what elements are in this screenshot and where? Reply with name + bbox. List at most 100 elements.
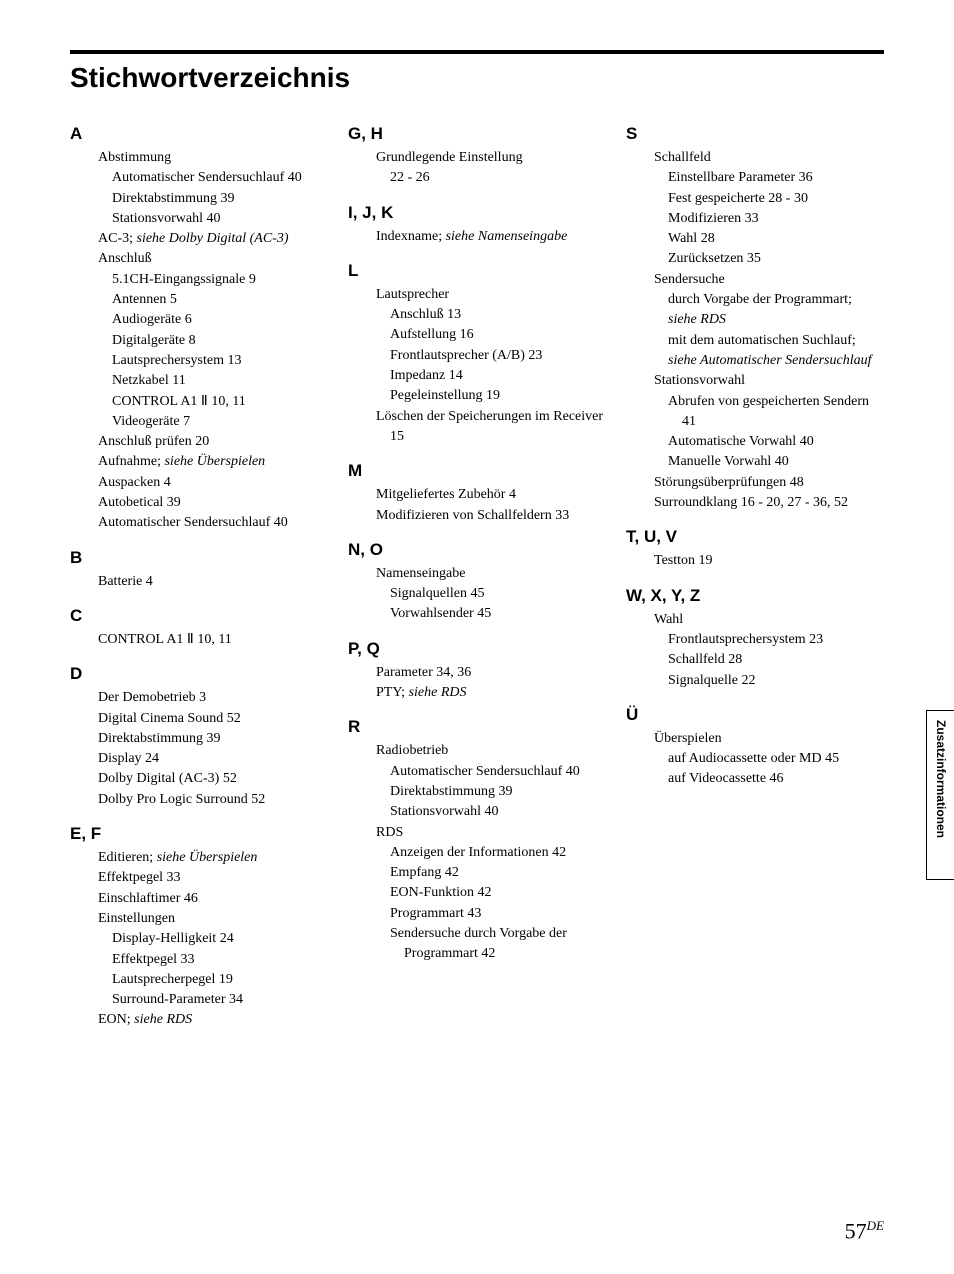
entry-text: Abstimmung (98, 150, 171, 165)
entry-text: Direktabstimmung 39 (98, 731, 221, 746)
index-section: BBatterie 4 (70, 548, 328, 592)
index-entry: Impedanz 14 (376, 366, 606, 386)
entry-text: Netzkabel 11 (112, 373, 186, 388)
index-entry: Einstellungen (98, 909, 328, 929)
entry-crossref: siehe RDS (668, 312, 726, 327)
entry-text: Automatische Vorwahl 40 (668, 434, 814, 449)
index-entry: Der Demobetrieb 3 (98, 688, 328, 708)
index-entry: Grundlegende Einstellung (376, 148, 606, 168)
entry-text: Einstellungen (98, 911, 175, 926)
entry-text: AC-3; (98, 231, 137, 246)
entry-text: Automatischer Sendersuchlauf 40 (390, 764, 580, 779)
index-entry: Schallfeld (654, 148, 884, 168)
index-entry: Digitalgeräte 8 (98, 331, 328, 351)
index-entry: Automatischer Sendersuchlauf 40 (98, 513, 328, 533)
index-entry: Automatischer Sendersuchlauf 40 (376, 762, 606, 782)
entry-text: Programmart 43 (390, 906, 481, 921)
index-entry: Parameter 34, 36 (376, 663, 606, 683)
section-letter: T, U, V (626, 527, 884, 547)
entry-text: Videogeräte 7 (112, 414, 190, 429)
entry-text: Batterie 4 (98, 574, 153, 589)
entry-text: Schallfeld 28 (668, 652, 742, 667)
index-section: E, FEditieren; siehe ÜberspielenEffektpe… (70, 824, 328, 1031)
entry-text: Surroundklang 16 - 20, 27 - 36, 52 (654, 495, 848, 510)
section-letter: D (70, 664, 328, 684)
column-2: G, HGrundlegende Einstellung22 - 26I, J,… (348, 124, 606, 1045)
entry-text: Indexname; (376, 229, 446, 244)
entry-text: Wahl 28 (668, 231, 715, 246)
index-entry: Lautsprecher (376, 285, 606, 305)
entry-crossref: siehe RDS (134, 1012, 192, 1027)
entry-text: durch Vorgabe der Programmart; (668, 292, 852, 307)
entry-text: Anschluß (98, 251, 152, 266)
index-entry: Dolby Pro Logic Surround 52 (98, 790, 328, 810)
entry-text: Schallfeld (654, 150, 711, 165)
entry-text: EON; (98, 1012, 134, 1027)
index-section: T, U, VTestton 19 (626, 527, 884, 571)
entry-text: mit dem automatischen Suchlauf; (668, 333, 856, 348)
index-entry: Anzeigen der Informationen 42 (376, 843, 606, 863)
entry-text: auf Audiocassette oder MD 45 (668, 751, 839, 766)
entry-text: Lautsprecher (376, 287, 449, 302)
index-entry: Editieren; siehe Überspielen (98, 848, 328, 868)
index-entry: CONTROL A1 Ⅱ 10, 11 (98, 630, 328, 650)
entry-text: Anschluß 13 (390, 307, 461, 322)
entry-text: EON-Funktion 42 (390, 885, 492, 900)
entry-text: Anschluß prüfen 20 (98, 434, 209, 449)
entry-crossref: siehe Automatischer Sendersuchlauf (668, 353, 872, 368)
entry-text: Störungsüberprüfungen 48 (654, 475, 804, 490)
entry-list: Schallfeld Einstellbare Parameter 36 Fest … (626, 148, 884, 513)
index-entry: Surround-Parameter 34 (98, 990, 328, 1010)
index-section: CCONTROL A1 Ⅱ 10, 11 (70, 606, 328, 650)
entry-text: Surround-Parameter 34 (112, 992, 243, 1007)
index-columns: A Abstimmung Automatischer Sendersuchlauf … (70, 124, 884, 1045)
index-entry: Schallfeld 28 (654, 650, 884, 670)
index-entry: Störungsüberprüfungen 48 (654, 473, 884, 493)
section-letter: N, O (348, 540, 606, 560)
index-entry: Manuelle Vorwahl 40 (654, 452, 884, 472)
entry-list: Parameter 34, 36PTY; siehe RDS (348, 663, 606, 704)
index-entry: Radiobetrieb (376, 741, 606, 761)
index-entry: 5.1CH-Eingangssignale 9 (98, 270, 328, 290)
entry-crossref: siehe RDS (409, 685, 467, 700)
index-entry: auf Videocassette 46 (654, 769, 884, 789)
index-section: A Abstimmung Automatischer Sendersuchlauf … (70, 124, 328, 534)
section-letter: M (348, 461, 606, 481)
entry-text: Dolby Digital (AC-3) 52 (98, 771, 237, 786)
entry-text: Anzeigen der Informationen 42 (390, 845, 566, 860)
index-entry: Auspacken 4 (98, 473, 328, 493)
index-section: N, ONamenseingabeSignalquellen 45Vorwahl… (348, 540, 606, 625)
entry-text: Effektpegel 33 (98, 870, 181, 885)
entry-text: Sendersuche (654, 272, 725, 287)
section-letter: W, X, Y, Z (626, 586, 884, 606)
entry-text: Parameter 34, 36 (376, 665, 471, 680)
entry-crossref: siehe Überspielen (157, 850, 258, 865)
top-rule (70, 50, 884, 54)
index-entry: Batterie 4 (98, 572, 328, 592)
entry-crossref: siehe Namenseingabe (446, 229, 568, 244)
section-letter: A (70, 124, 328, 144)
entry-text: Einstellbare Parameter 36 (668, 170, 813, 185)
index-entry: Mitgeliefertes Zubehör 4 (376, 485, 606, 505)
index-entry: Digital Cinema Sound 52 (98, 709, 328, 729)
entry-text: Modifizieren 33 (668, 211, 759, 226)
index-section: LLautsprecherAnschluß 13Aufstellung 16Fr… (348, 261, 606, 447)
entry-text: Display 24 (98, 751, 159, 766)
column-1: A Abstimmung Automatischer Sendersuchlauf … (70, 124, 328, 1045)
index-entry: Automatischer Sendersuchlauf 40 (98, 168, 328, 188)
index-entry: Sendersuche durch Vorgabe der Programmar… (376, 924, 606, 965)
entry-list: Radiobetrieb Automatischer Sendersuchlauf… (348, 741, 606, 964)
entry-text: Einschlaftimer 46 (98, 891, 198, 906)
index-entry: Löschen der Speicherungen im Receiver 15 (376, 407, 606, 448)
index-entry: EON-Funktion 42 (376, 883, 606, 903)
entry-list: Grundlegende Einstellung 22 - 26 (348, 148, 606, 189)
index-entry: AC-3; siehe Dolby Digital (AC-3) (98, 229, 328, 249)
section-letter: L (348, 261, 606, 281)
section-letter: P, Q (348, 639, 606, 659)
entry-text: Fest gespeicherte 28 - 30 (668, 191, 808, 206)
entry-text: Stationsvorwahl 40 (112, 211, 221, 226)
index-entry: Anschluß prüfen 20 (98, 432, 328, 452)
entry-crossref: siehe Überspielen (164, 454, 265, 469)
entry-text: 22 - 26 (390, 170, 430, 185)
entry-text: Überspielen (654, 731, 722, 746)
